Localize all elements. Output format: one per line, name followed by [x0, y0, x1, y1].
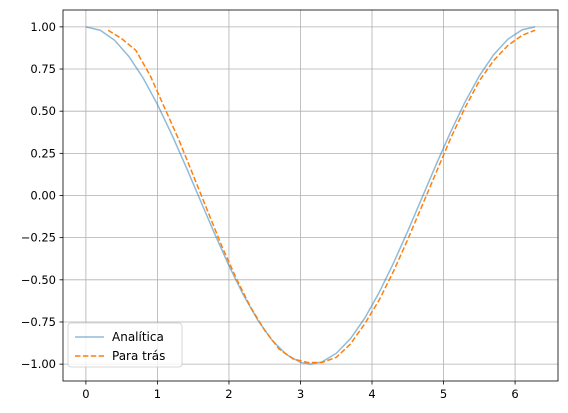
x-tick-label: 0: [82, 387, 89, 401]
y-tick-label: −0.50: [21, 273, 56, 287]
legend-label-para-tras: Para trás: [112, 349, 165, 363]
y-tick-label: 0.00: [30, 189, 56, 203]
legend: Analítica Para trás: [67, 322, 183, 368]
x-tick-label: 4: [368, 387, 375, 401]
y-tick-label: −1.00: [21, 357, 56, 371]
x-tick-label: 2: [225, 387, 232, 401]
x-tick-label: 1: [154, 387, 161, 401]
legend-label-analitica: Analítica: [112, 330, 164, 344]
y-tick-label: 1.00: [30, 20, 56, 34]
series-group: [85, 26, 536, 365]
x-tick-label: 5: [440, 387, 447, 401]
legend-box: [67, 322, 183, 368]
x-tick-label: 3: [297, 387, 304, 401]
series-line-analitica: [85, 26, 536, 365]
y-tick-label: 0.25: [30, 146, 56, 160]
ticks: 0 1 2 3 4 5 6 −1.00 −0.75 −0.50 −0.25 0.00 0.25 0.50 0…: [21, 20, 519, 401]
series-line-para-tras: [107, 29, 536, 364]
y-tick-label: 0.75: [30, 62, 56, 76]
y-tick-label: −0.75: [21, 315, 56, 329]
y-tick-label: 0.50: [30, 104, 56, 118]
x-tick-label: 6: [511, 387, 518, 401]
y-tick-label: −0.25: [21, 231, 56, 245]
